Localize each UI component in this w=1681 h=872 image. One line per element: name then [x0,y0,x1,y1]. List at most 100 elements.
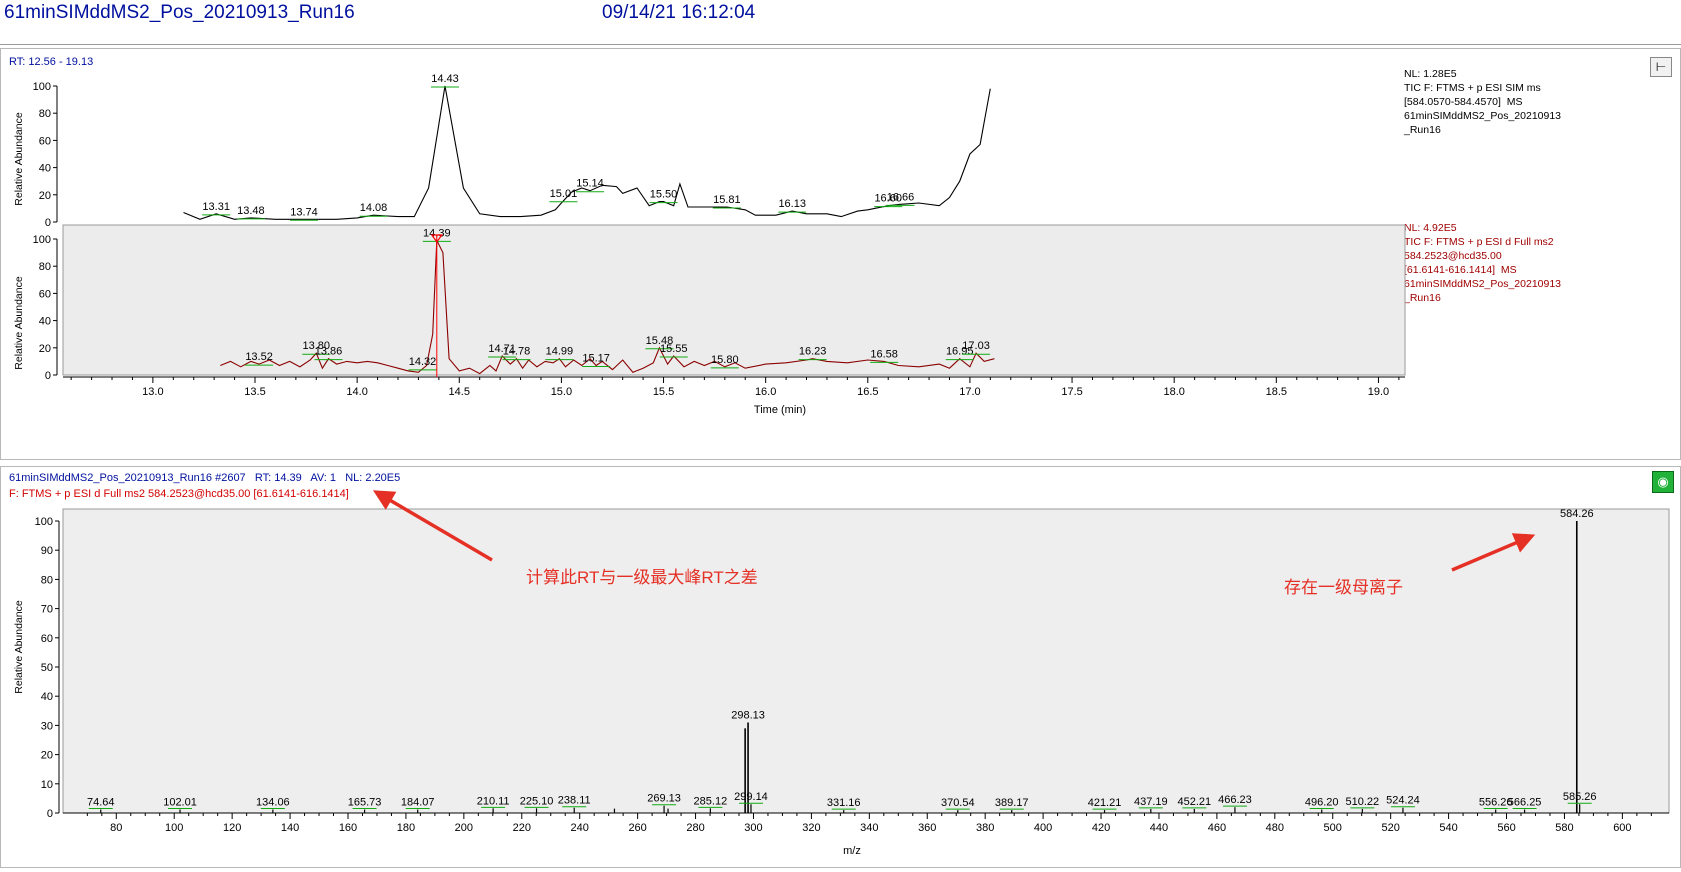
trace2-peak-label: 14.32 [409,356,437,368]
spec-x-tick-label: 100 [165,822,183,834]
spectrum-peak-label: 184.07 [401,796,435,808]
trace1-info-line: TIC F: FTMS + p ESI SIM ms [1404,82,1541,94]
chromatogram-plot[interactable]: Relative Abundance Time (min) 0 20 40 60 80 1… [1,49,1680,459]
trace2-peak-label: 13.52 [245,351,273,363]
rt-range-value: 12.56 - 19.13 [28,56,94,68]
chrom-x-tick-label: 16.5 [857,386,878,398]
spec-x-tick-label: 420 [1092,822,1110,834]
acquisition-datetime: 09/14/21 16:12:04 [602,2,756,23]
parent-ion-note: 存在一级母离子 [1284,578,1403,597]
chrom1-y-tick-label: 60 [39,135,51,147]
trace1-peak-label: 16.66 [887,191,915,203]
trace2-info-line: _Run16 [1404,292,1441,304]
chrom2-y-tick-label: 20 [39,343,51,355]
spec-xlabel: m/z [843,845,861,857]
chrom-x-tick-label: 19.0 [1368,386,1389,398]
spectrum-peak-label: 298.13 [731,709,765,721]
trace2-info-line: 61minSIMddMS2_Pos_20210913 [1404,278,1562,290]
chrom1-y-tick-label: 20 [39,190,51,202]
spec-x-tick-label: 240 [571,822,589,834]
trace2-peak-label: 15.80 [711,354,739,366]
chrom2-y-tick-label: 80 [39,261,51,273]
spec-x-tick-label: 120 [223,822,241,834]
spectrum-peak-label: 510.22 [1346,796,1380,808]
chrom-x-tick-label: 18.5 [1266,386,1287,398]
chrom1-y-tick-label: 80 [39,108,51,120]
trace2-info-line: 584.2523@hcd35.00 [1404,250,1502,262]
trace2-peak-label: 15.17 [582,352,610,364]
trace2-info-line: NL: 4.92E5 [1404,222,1457,234]
spec-x-tick-label: 220 [513,822,531,834]
spec-x-tick-label: 280 [686,822,704,834]
spec-x-tick-label: 140 [281,822,299,834]
trace2-peak-label: 15.48 [646,335,674,347]
spectrum-peak-label: 238.11 [558,795,591,807]
spectrum-peak-label: 584.26 [1560,508,1594,520]
pin-icon[interactable]: ⊢ [1650,57,1672,77]
spec-x-tick-label: 80 [110,822,122,834]
scan-label: 61minSIMddMS2_Pos_20210913_Run16 #2607 [9,472,246,484]
spectrum-peak-label: 285.12 [694,795,728,807]
spec-x-tick-label: 520 [1381,822,1399,834]
spectrum-peak-label: 269.13 [647,793,681,805]
spec-x-tick-label: 260 [628,822,646,834]
spectrum-plot[interactable]: Relative Abundance m/z 0 10 20 30 40 50 60 70 80… [1,467,1680,867]
spec-y-tick-label: 100 [35,516,53,528]
trace2-peak-label: 16.58 [870,348,898,360]
spectrum-peak-label: 566.25 [1508,796,1542,808]
trace2-peak-label: 17.03 [962,340,990,352]
spectrum-peak-label: 225.10 [520,795,554,807]
spec-y-tick-label: 30 [41,720,53,732]
trace1-peak-label: 15.14 [576,178,604,190]
spectrum-peak-label: 452.21 [1177,796,1211,808]
trace2-info-line: [61.6141-616.1414] MS [1404,264,1517,276]
spec-y-tick-label: 40 [41,691,53,703]
chrom-x-tick-label: 14.5 [449,386,470,398]
spec-x-tick-label: 320 [802,822,820,834]
spec-y-tick-label: 70 [41,604,53,616]
spec-x-tick-label: 540 [1439,822,1457,834]
chrom2-y-tick-label: 0 [45,370,51,382]
chrom-x-tick-label: 17.0 [959,386,980,398]
trace2-peak-label: 16.23 [799,346,827,358]
spec-x-tick-label: 460 [1208,822,1226,834]
trace2-info: NL: 4.92E5 TIC F: FTMS + p ESI d Full ms2… [1404,221,1561,305]
chrom-x-tick-label: 14.0 [346,386,367,398]
spectrum-peak-label: 524.24 [1386,795,1420,807]
spec-x-tick-label: 500 [1324,822,1342,834]
spec-x-tick-label: 180 [397,822,415,834]
spectrum-pane[interactable]: 61minSIMddMS2_Pos_20210913_Run16 #2607 R… [0,466,1681,868]
spectrum-peak-label: 389.17 [995,797,1029,809]
spec-y-tick-label: 20 [41,750,53,762]
spec-y-tick-label: 10 [41,779,53,791]
spec-x-tick-label: 580 [1555,822,1573,834]
scan-nl-value: 2.20E5 [365,472,401,484]
scan-rt-prefix: RT: [254,472,272,484]
title-bar: 61minSIMddMS2_Pos_20210913_Run16 09/14/2… [0,0,1681,45]
spectrum-peak-label: 370.54 [941,797,975,809]
spectrum-peak-label: 210.11 [477,795,510,807]
trace1-peak-label: 15.01 [550,188,578,200]
trace2-peak-label: 14.39 [423,227,451,239]
trace1-peak-label: 15.50 [650,189,678,201]
chrom-x-tick-label: 16.0 [755,386,776,398]
scan-filter: F: FTMS + p ESI d Full ms2 584.2523@hcd3… [9,488,349,500]
spectrum-peak-label: 496.20 [1305,796,1339,808]
chrom1-y-tick-label: 40 [39,163,51,175]
chromatogram-pane[interactable]: RT: 12.56 - 19.13 ⊢ NL: 1.28E5 TIC F: FTM… [0,48,1681,460]
trace1-line [183,85,991,220]
trace1-peak-label: 13.74 [290,206,318,218]
trace2-line [220,238,995,375]
spectrum-plot-area [62,508,1670,814]
spectrum-peak-label: 585.26 [1563,791,1597,803]
color-settings-icon[interactable]: ◉ [1652,471,1674,493]
chrom-x-tick-label: 17.5 [1061,386,1082,398]
chrom-x-tick-label: 13.5 [244,386,265,398]
trace1-info-line: NL: 1.28E5 [1404,68,1457,80]
spec-x-tick-label: 360 [918,822,936,834]
raw-file-name: 61minSIMddMS2_Pos_20210913_Run16 [4,2,355,23]
chrom2-y-tick-label: 40 [39,316,51,328]
chrom2-y-tick-label: 60 [39,288,51,300]
trace1-info-line: _Run16 [1404,124,1441,136]
spectrum-peak-label: 299.14 [734,791,768,803]
